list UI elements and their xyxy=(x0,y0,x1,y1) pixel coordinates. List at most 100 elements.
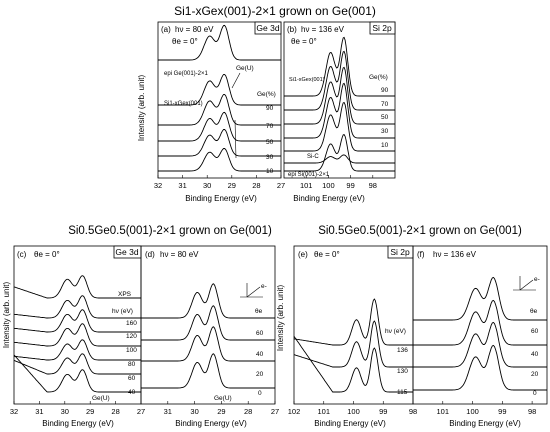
panel-a-annot-ge-pct: Ge(%) xyxy=(257,91,276,98)
bottom-left-title: Si0.5Ge0.5(001)-2×1 grown on Ge(001) xyxy=(68,225,272,237)
panel-c-core-level: Ge 3d xyxy=(115,247,138,257)
panel-a-xtick-label: 28 xyxy=(252,181,260,190)
panel-c-xtick-label: 28 xyxy=(111,407,119,416)
panel-e-xtick-label: 101 xyxy=(317,407,330,416)
panel-e-xtick-label: 100 xyxy=(347,407,360,416)
panel-b-ge-50: 50 xyxy=(381,114,389,121)
panel-c-xtick-label: 27 xyxy=(137,407,145,416)
panel-a-xtick-label: 32 xyxy=(154,181,162,190)
panel-c-xps: XPS xyxy=(118,291,132,298)
panel-f-spectrum-line xyxy=(413,321,547,368)
panel-b-ge-10: 10 xyxy=(381,142,389,149)
panel-c-spectrum-line xyxy=(13,295,141,319)
top-title: Si1-xGex(001)-2×1 grown on Ge(001) xyxy=(174,4,376,18)
panel-a-annot-epi: epi Ge(001)-2×1 xyxy=(164,71,209,77)
panel-f-annot-e: e- xyxy=(534,276,540,283)
panel-f-xtick-label: 99 xyxy=(498,407,506,416)
panel-c-annot-hv: hν (eV) xyxy=(112,308,133,315)
panel-e-xtick-label: 99 xyxy=(379,407,387,416)
panel-c-spectrum-line xyxy=(13,354,141,393)
panel-b-spectrum-line xyxy=(284,36,395,97)
panel-c-frame xyxy=(13,245,142,405)
panel-d-theta-60: 60 xyxy=(256,330,264,337)
panel-a-core-level: Ge 3d xyxy=(256,23,279,33)
panel-f-geometry-icon xyxy=(513,276,536,291)
panel-a-annot-geu: Ge(U) xyxy=(236,65,254,72)
panel-e-xtick-label: 98 xyxy=(409,407,417,416)
panel-b: 101 100 99 98 (b) hν = 136 eV θe = 0° Si 2p… xyxy=(283,21,396,190)
panel-f-theta-60: 60 xyxy=(531,328,539,335)
panel-a-xtick-label: 29 xyxy=(228,181,236,190)
panel-a-frame xyxy=(157,21,282,179)
panel-a-ge-50: 50 xyxy=(266,139,274,146)
panel-e-hv-136: 136 xyxy=(397,347,408,354)
panel-f-spectrum-line xyxy=(413,299,547,346)
panel-b-annot-alloy: Si1-xGex(001) xyxy=(289,77,325,83)
panel-d-geometry-icon xyxy=(240,283,263,298)
panel-a-param-1: hν = 80 eV xyxy=(175,25,214,34)
panel-b-xtick-label: 98 xyxy=(369,181,377,190)
panel-c-hv-120: 120 xyxy=(126,333,137,340)
panel-a-spectrum-line xyxy=(158,111,281,142)
panel-a-xtick-label: 31 xyxy=(178,181,186,190)
panel-b-annot-sic: Si-C xyxy=(307,154,319,160)
panel-d-theta-20: 20 xyxy=(256,371,264,378)
panel-e-spectrum-line xyxy=(293,298,413,346)
panel-e-xtick-label: 102 xyxy=(288,407,301,416)
panel-e-hv-115: 115 xyxy=(397,389,408,396)
panel-d-xtick-label: 28 xyxy=(244,407,252,416)
panel-a: 32 31 30 29 28 27 (a) hν = 80 eV θe = 0° Ge 3… xyxy=(154,21,285,190)
panel-c-param-1: θe = 0° xyxy=(34,250,60,259)
panel-a-spectrum-line xyxy=(158,148,281,172)
panel-d-annot-geu: Ge(U) xyxy=(214,395,232,402)
panel-c-hv-100: 100 xyxy=(126,347,137,354)
xlabel-b: Binding Energy (eV) xyxy=(293,194,365,203)
panel-b-spectrum-line xyxy=(284,154,395,164)
xlabel-e: Binding Energy (eV) xyxy=(314,419,386,428)
panel-b-xtick-label: 101 xyxy=(300,181,313,190)
panel-a-geu-arrow xyxy=(231,72,241,89)
xlabel-c: Binding Energy (eV) xyxy=(42,419,114,428)
panel-f-label: (f) xyxy=(417,250,425,259)
panel-c-hv-80: 80 xyxy=(128,361,136,368)
panel-d-spectrum-line xyxy=(141,326,275,362)
panel-a-param-2: θe = 0° xyxy=(172,37,198,46)
panel-a-ge-10: 10 xyxy=(266,168,274,175)
panel-d-theta-40: 40 xyxy=(256,351,264,358)
panel-f-xtick-label: 100 xyxy=(466,407,479,416)
panel-b-annot-epi: epi Si(001)-2×1 xyxy=(288,172,330,178)
panel-a-core-box xyxy=(254,21,282,35)
panel-f-theta-0: 0 xyxy=(533,390,537,397)
panel-d-spectrum-line xyxy=(141,283,275,319)
panel-e-core-level: Si 2p xyxy=(390,247,410,257)
xlabel-f: Binding Energy (eV) xyxy=(449,419,521,428)
panel-c-spectrum-line xyxy=(13,323,141,347)
panel-a-spectrum-line xyxy=(158,73,281,106)
panel-b-param-2: θe = 0° xyxy=(291,37,317,46)
panel-a-ge-70: 70 xyxy=(266,123,274,130)
panel-d-annot-theta: θe xyxy=(255,308,263,315)
panel-a-spectrum-line xyxy=(158,24,281,61)
panel-a-spectrum-line xyxy=(158,129,281,157)
panel-b-ge-90: 90 xyxy=(381,87,389,94)
panel-d-theta-0: 0 xyxy=(258,390,262,397)
ylabel-bottom-left: Intensity (arb. unit) xyxy=(2,282,11,349)
panel-f-spectrum-line xyxy=(413,344,547,391)
panel-b-spectrum-line xyxy=(284,134,395,172)
panel-e-hv-130: 130 xyxy=(397,368,408,375)
panel-c-spectrum-line xyxy=(13,309,141,333)
panel-b-core-box xyxy=(369,21,396,35)
panel-d-param-1: hν = 80 eV xyxy=(160,250,199,259)
panel-b-xtick-label: 100 xyxy=(322,181,335,190)
panel-e-annot-hv: hν (eV) xyxy=(385,328,406,335)
panel-f-theta-40: 40 xyxy=(531,351,539,358)
panel-c-spectrum-line xyxy=(13,353,141,375)
panel-e-spectrum-line xyxy=(293,320,413,368)
panel-f: 101 100 99 98 (f) hν = 136 eV e- θe 60 40 2… xyxy=(412,245,548,416)
panel-c-xtick-label: 29 xyxy=(86,407,94,416)
panel-b-annot-ge-pct: Ge(%) xyxy=(369,74,388,81)
panel-b-xtick-label: 99 xyxy=(346,181,354,190)
panel-f-frame xyxy=(412,245,548,405)
panel-d: 31 30 29 28 27 (d) hν = 80 eV e- θe 60 40 20… xyxy=(140,245,279,416)
